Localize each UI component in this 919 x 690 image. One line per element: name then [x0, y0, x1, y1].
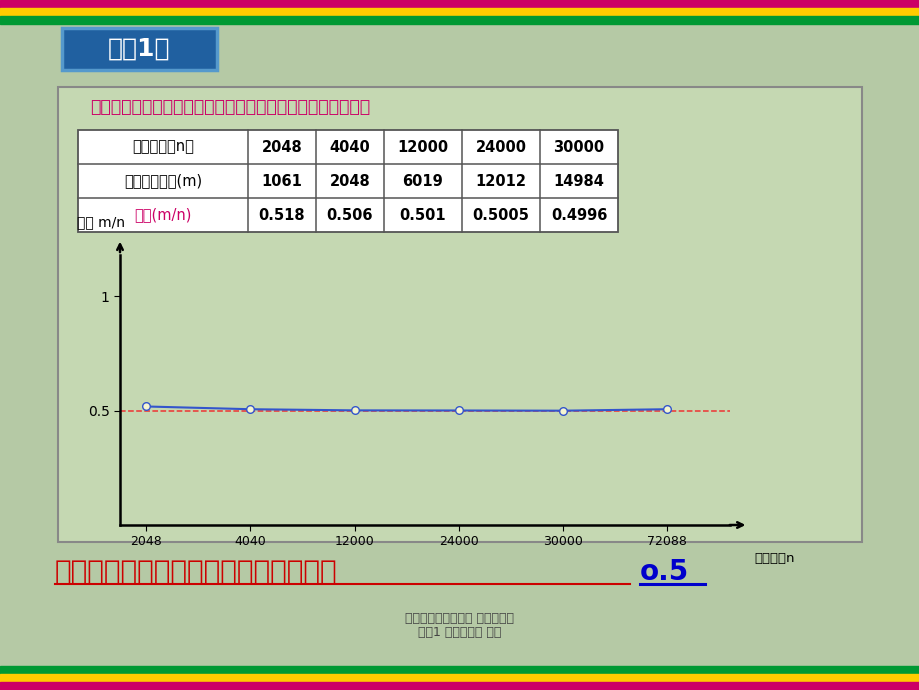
Bar — [62, 28, 217, 70]
Bar — [58, 87, 861, 542]
Text: 历史上曾有人作过抛掷硬币的大量重复实验，结果如下表所示: 历史上曾有人作过抛掷硬币的大量重复实验，结果如下表所示 — [90, 98, 369, 116]
Bar — [78, 130, 618, 232]
Text: 12012: 12012 — [475, 173, 526, 188]
Text: 0.4996: 0.4996 — [550, 208, 607, 222]
Text: 频率 m/n: 频率 m/n — [77, 215, 125, 230]
Text: 则估计抛掷一枚硬币正面朝上的概率为: 则估计抛掷一枚硬币正面朝上的概率为 — [55, 558, 337, 586]
Text: o.5: o.5 — [640, 558, 688, 586]
Text: 0.501: 0.501 — [399, 208, 446, 222]
Text: 频率(m/n): 频率(m/n) — [134, 208, 191, 222]
Bar — [0, 16, 919, 24]
Bar — [0, 666, 919, 674]
Text: 2048: 2048 — [329, 173, 370, 188]
Bar — [0, 0, 919, 8]
Text: 4040: 4040 — [329, 139, 370, 155]
Text: 抛掷次数n: 抛掷次数n — [754, 552, 794, 565]
Text: 概獴1 课件人教版 课件: 概獴1 课件人教版 课件 — [418, 627, 501, 640]
Text: 材料1：: 材料1： — [108, 37, 171, 61]
Text: 14984: 14984 — [553, 173, 604, 188]
Text: 0.5005: 0.5005 — [472, 208, 528, 222]
Text: 0.506: 0.506 — [326, 208, 373, 222]
Text: 12000: 12000 — [397, 139, 448, 155]
Text: 抛掷次数（n）: 抛掷次数（n） — [132, 139, 194, 155]
Text: 正面朝上次数(m): 正面朝上次数(m) — [124, 173, 202, 188]
Text: 1061: 1061 — [261, 173, 302, 188]
Bar — [0, 674, 919, 682]
Text: 6019: 6019 — [403, 173, 443, 188]
Text: 2048: 2048 — [261, 139, 302, 155]
Text: 24000: 24000 — [475, 139, 526, 155]
Text: 0.518: 0.518 — [258, 208, 305, 222]
Text: 30000: 30000 — [553, 139, 604, 155]
Bar — [0, 682, 919, 690]
Text: 【最新】九年级数学 用频率估计: 【最新】九年级数学 用频率估计 — [405, 611, 514, 624]
Bar — [0, 8, 919, 16]
